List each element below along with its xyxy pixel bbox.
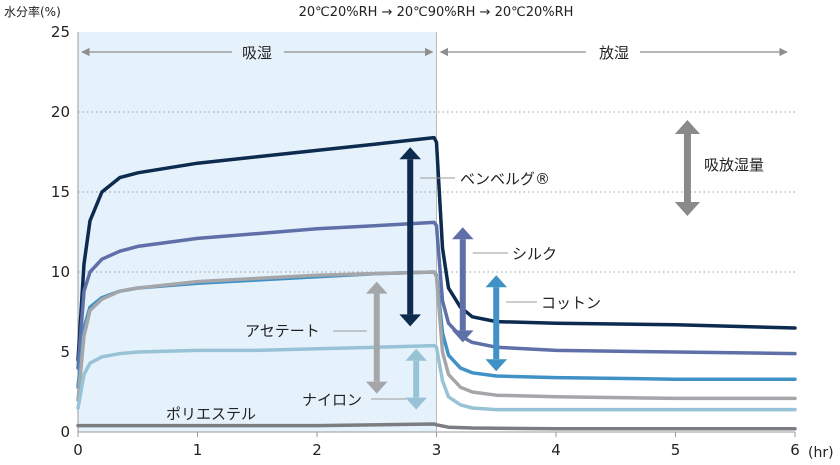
- x-tick-label-4: 4: [551, 441, 561, 459]
- series-line-3: [76, 270, 797, 402]
- x-tick-label-3: 3: [432, 441, 442, 459]
- nylon-amount-arrow: [405, 348, 427, 410]
- bemberg-amount-arrow: [399, 147, 422, 327]
- cotton-amount-arrow-shaft: [493, 287, 500, 360]
- bemberg-amount-arrow-head-top: [399, 147, 422, 160]
- series-line-5: [76, 422, 797, 431]
- x-axis-unit: (hr): [808, 445, 834, 461]
- x-tick-label-1: 1: [193, 441, 203, 459]
- label-acetate: アセテート: [245, 322, 320, 340]
- y-tick-label-20: 20: [51, 103, 70, 121]
- acetate-amount-arrow: [365, 281, 388, 394]
- label-bemberg: ベンベルグ®: [460, 170, 550, 188]
- acetate-amount-arrow-head-top: [365, 281, 388, 294]
- label-cotton: コットン: [541, 294, 601, 312]
- acetate-amount-arrow-head-bottom: [365, 381, 388, 394]
- label-polyester: ポリエステル: [166, 405, 256, 423]
- bemberg-amount-arrow-head-bottom: [399, 314, 422, 327]
- cotton-amount-arrow: [485, 275, 508, 372]
- desorption-label: 放湿: [599, 44, 629, 62]
- x-tick-label-0: 0: [73, 441, 83, 459]
- nylon-amount-arrow-head-bottom: [405, 397, 427, 410]
- legend-amount-arrow: [674, 120, 701, 216]
- label-silk: シルク: [512, 245, 557, 263]
- chart-title: 20℃20%RH → 20℃90%RH → 20℃20%RH: [299, 5, 574, 20]
- legend-amount-arrow-head-bottom: [674, 202, 701, 216]
- bemberg-amount-arrow-shaft: [407, 159, 414, 315]
- desorption-label-bg: [588, 42, 640, 62]
- legend-amount-arrow-shaft: [683, 134, 691, 202]
- y-tick-label-15: 15: [51, 183, 70, 201]
- y-tick-label-0: 0: [60, 423, 70, 441]
- label-nylon: ナイロン: [302, 391, 362, 409]
- silk-amount-arrow-head-top: [451, 227, 474, 240]
- silk-amount-arrow: [451, 227, 474, 343]
- series-line-1: [76, 220, 797, 370]
- absorption-label: 吸湿: [242, 44, 272, 62]
- absorption-label-bg: [232, 42, 284, 62]
- silk-amount-arrow-shaft: [459, 239, 466, 331]
- x-tick-label-6: 6: [790, 441, 800, 459]
- y-tick-label-25: 25: [51, 23, 70, 41]
- y-tick-label-10: 10: [51, 263, 70, 281]
- cotton-amount-arrow-head-bottom: [485, 359, 508, 372]
- y-axis-label: 水分率(%): [4, 4, 61, 19]
- cotton-amount-arrow-head-top: [485, 275, 508, 288]
- x-tick-label-5: 5: [671, 441, 681, 459]
- label-legend-amount: 吸放湿量: [704, 156, 764, 174]
- nylon-amount-arrow-shaft: [413, 360, 420, 398]
- y-tick-label-5: 5: [60, 343, 70, 361]
- nylon-amount-arrow-head-top: [405, 348, 427, 361]
- acetate-amount-arrow-shaft: [373, 293, 380, 382]
- silk-amount-arrow-head-bottom: [451, 330, 474, 343]
- series-line-0: [76, 135, 797, 362]
- x-tick-label-2: 2: [312, 441, 322, 459]
- legend-amount-arrow-head-top: [674, 120, 701, 134]
- series-line-4: [76, 343, 797, 412]
